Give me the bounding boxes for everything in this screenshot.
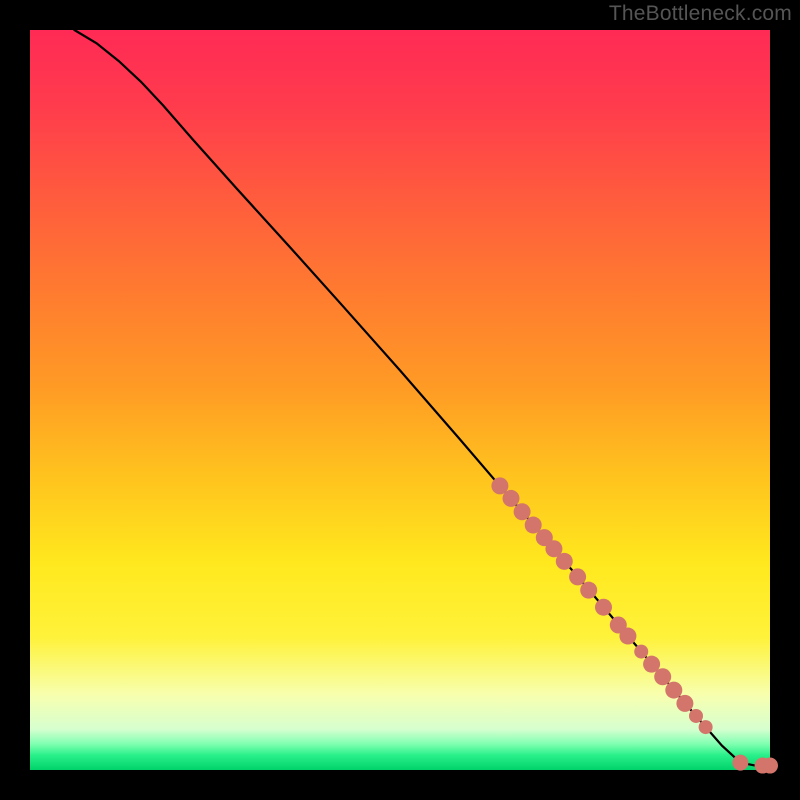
marker-point [619, 628, 636, 645]
marker-point [762, 758, 778, 774]
marker-point [569, 568, 586, 585]
marker-point [699, 720, 713, 734]
marker-point [503, 490, 520, 507]
marker-point [595, 599, 612, 616]
marker-point [689, 709, 703, 723]
chart-container: TheBottleneck.com [0, 0, 800, 800]
marker-point [654, 668, 671, 685]
marker-point [556, 553, 573, 570]
marker-point [732, 755, 748, 771]
gradient-chart [0, 0, 800, 800]
marker-point [580, 582, 597, 599]
marker-point [665, 682, 682, 699]
marker-point [634, 645, 648, 659]
marker-point [514, 503, 531, 520]
marker-point [676, 695, 693, 712]
plot-background [30, 30, 770, 770]
watermark-label: TheBottleneck.com [609, 2, 792, 26]
